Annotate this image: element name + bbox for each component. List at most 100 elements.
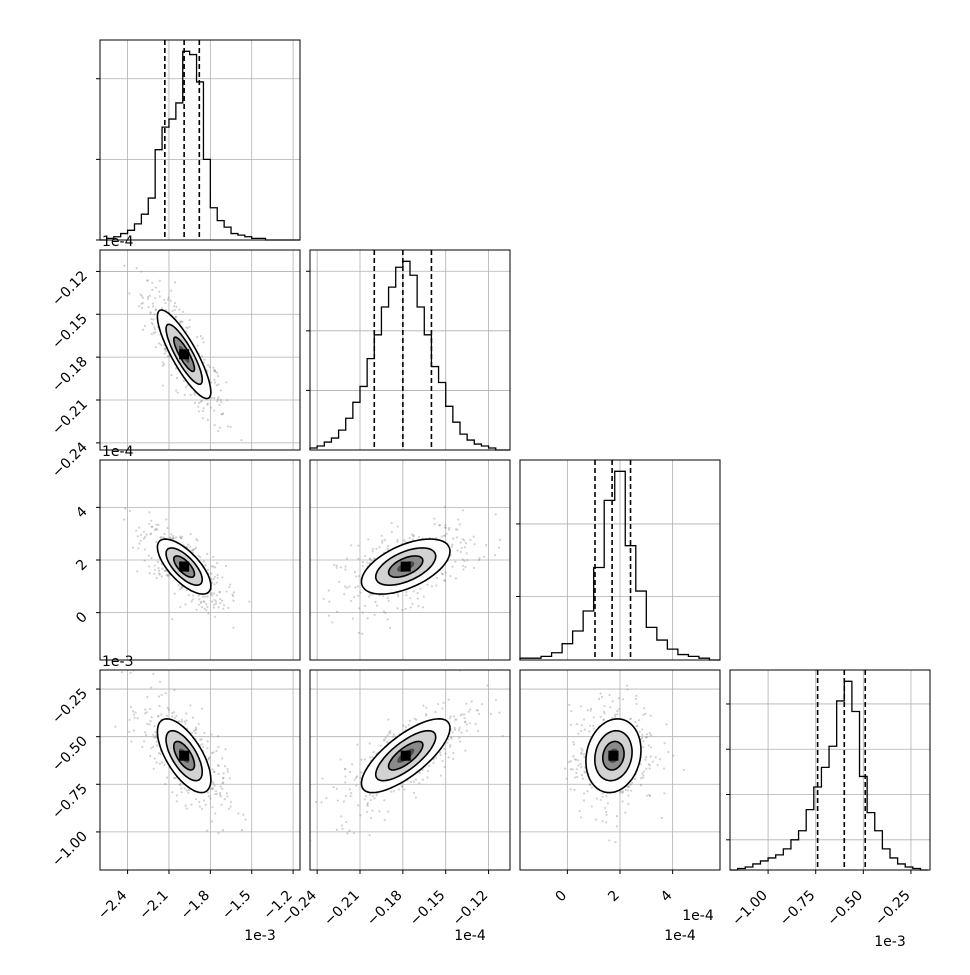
scatter-point <box>651 760 655 763</box>
scatter-point <box>213 575 216 578</box>
panel-1-0: −0.24−0.21−0.18−0.15−0.12 1e-4 <box>49 234 301 481</box>
contour-outer <box>156 717 212 794</box>
x-offset-label-p2: 1e-4 <box>682 908 714 924</box>
scatter-point <box>649 734 653 737</box>
scatter-point <box>567 760 571 764</box>
scatter-point <box>138 305 141 308</box>
scatter-point <box>425 713 428 716</box>
scatter-point <box>325 796 328 800</box>
scatter-point <box>242 813 245 816</box>
scatter-point <box>166 298 170 301</box>
scatter-point <box>416 597 419 600</box>
contour-outer <box>360 538 451 595</box>
scatter-point <box>412 534 415 537</box>
panel-0-0 <box>96 39 301 241</box>
scatter-point <box>175 315 178 318</box>
scatter-point <box>435 756 438 760</box>
scatter-point <box>216 430 220 433</box>
scatter-point <box>599 798 602 802</box>
scatter-point <box>237 812 240 815</box>
scatter-point <box>171 618 174 621</box>
xtick-label: −2.4 <box>95 887 130 922</box>
scatter-point <box>222 604 226 607</box>
scatter-point <box>141 328 145 331</box>
scatter-point <box>135 529 138 532</box>
scatter-point <box>148 522 151 526</box>
contour-mid <box>165 323 203 386</box>
scatter-point <box>464 749 467 752</box>
scatter-point <box>620 790 623 793</box>
scatter-point <box>155 523 158 526</box>
scatter-point <box>212 555 215 558</box>
scatter-point <box>190 731 194 735</box>
p2-offset-group: 1e-4 <box>682 908 714 924</box>
scatter-point <box>180 791 183 794</box>
scatter-point <box>185 712 188 715</box>
scatter-point <box>397 595 400 598</box>
contour-inner <box>387 555 424 578</box>
scatter-point <box>405 593 408 597</box>
scatter-point <box>400 785 403 788</box>
scatter-point <box>363 758 366 761</box>
contour-mid <box>165 547 203 586</box>
scatter-point <box>571 768 574 771</box>
scatter-point <box>465 552 468 555</box>
scatter-point <box>197 722 200 726</box>
scatter-point <box>581 777 585 780</box>
contour-outer <box>156 538 212 595</box>
xtick-label: −0.21 <box>321 888 363 930</box>
scatter-point <box>180 320 183 323</box>
scatter-point <box>221 599 224 602</box>
scatter-point <box>373 797 376 800</box>
scatter-point <box>494 698 498 702</box>
scatter-point <box>583 756 586 759</box>
scatter-point <box>628 785 631 788</box>
scatter-point <box>160 536 163 539</box>
scatter-point <box>221 787 224 790</box>
scatter-point <box>142 537 146 540</box>
scatter-point <box>590 805 593 808</box>
scatter-point <box>437 702 440 706</box>
scatter-point <box>609 706 612 709</box>
scatter-point <box>613 715 617 718</box>
scatter-point <box>175 536 178 539</box>
scatter-point <box>122 518 125 521</box>
scatter-point <box>415 718 418 721</box>
xtick-label: −1.8 <box>178 888 213 923</box>
scatter-point <box>181 310 185 313</box>
scatter-point <box>485 543 488 547</box>
scatter-point <box>202 600 205 603</box>
scatter-point <box>369 756 372 759</box>
scatter-point <box>357 631 360 634</box>
scatter-point <box>649 714 652 717</box>
scatter-point <box>682 768 685 771</box>
scatter-point <box>627 794 630 797</box>
scatter-point <box>379 744 382 747</box>
scatter-point <box>583 728 587 731</box>
contour-mid <box>593 729 633 782</box>
scatter-point <box>150 332 153 336</box>
scatter-point <box>501 734 504 738</box>
scatter-point <box>641 733 644 736</box>
scatter-point <box>229 425 232 428</box>
scatter-point <box>579 705 582 708</box>
scatter-point <box>203 607 206 610</box>
scatter-point <box>154 330 157 334</box>
scatter-point <box>156 560 159 564</box>
scatter-point <box>174 281 177 284</box>
scatter-point <box>134 711 137 714</box>
scatter-point <box>219 795 222 798</box>
scatter-point <box>342 800 346 803</box>
scatter-point <box>435 536 438 540</box>
scatter-point <box>494 513 497 516</box>
scatter-point <box>327 589 330 592</box>
scatter-point <box>169 537 173 540</box>
scatter-point <box>580 752 583 755</box>
scatter-point <box>221 413 224 416</box>
scatter-point <box>183 720 186 723</box>
scatter-point <box>464 541 468 545</box>
scatter-point <box>200 738 203 741</box>
scatter-point <box>387 731 391 734</box>
scatter-point <box>216 371 219 374</box>
scatter-point <box>154 309 158 312</box>
